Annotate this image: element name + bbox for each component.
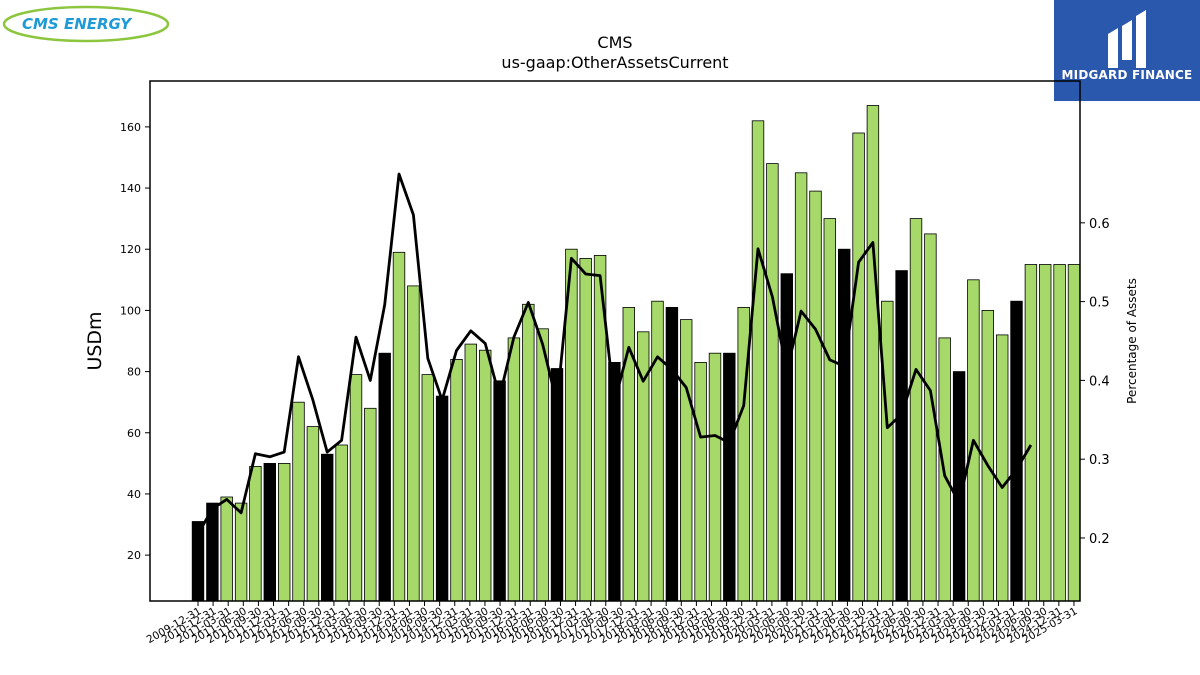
y-axis-label: USDm [84,311,106,370]
bar [780,273,794,602]
bar [680,319,693,602]
y-tick-label: 140 [120,182,141,195]
bar [708,352,722,602]
y2-axis-label: Percentage of Assets [1125,278,1139,404]
cms-energy-logo: CMS ENERGY [2,2,174,46]
y2-tick-label: 0.3 [1089,453,1110,468]
midgard-finance-logo-text: MIDGARD FINANCE [1061,68,1193,82]
plot-frame [149,80,1081,602]
bar [507,337,521,602]
bar [1039,264,1052,602]
bar [996,334,1009,602]
y2-axis: 0.2 0.3 0.4 0.5 0.6 [1080,217,1110,547]
bar [694,361,707,602]
bar [522,303,535,602]
bar [234,502,248,602]
bar [895,270,908,602]
bar [665,306,679,602]
bar [909,218,923,602]
y-tick-label: 80 [127,366,141,379]
bar [349,374,363,602]
bar [751,120,765,602]
y-tick-label: 160 [120,121,141,134]
bar [364,407,377,602]
bar [852,132,865,602]
y2-tick-label: 0.5 [1089,296,1110,311]
y2-tick-label: 0.4 [1089,374,1110,389]
y-tick-label: 120 [120,243,141,256]
bar [320,453,334,602]
line-path [196,172,1033,535]
bar [249,465,262,602]
bar [651,300,664,602]
bar [838,248,851,602]
y2-tick-label: 0.6 [1089,217,1110,232]
bar [421,374,435,602]
bar [809,190,822,602]
y-axis: 20 40 60 80 100 120 140 160 [120,121,150,562]
y2-tick-label: 0.2 [1089,532,1110,547]
y-tick-label: 60 [127,427,141,440]
y-tick-label: 100 [120,304,141,317]
bar [1053,264,1066,602]
bar [579,257,592,602]
bar [536,328,549,602]
bar-series [191,105,1081,602]
x-axis: 2009-12-312010-12-312011-03-312011-06-30… [145,601,1080,646]
bar [306,426,320,602]
bar [723,352,736,602]
y-tick-label: 40 [127,488,141,501]
bar [450,358,463,602]
cms-energy-logo-text: CMS ENERGY [22,15,133,33]
chart-title: CMS [597,33,632,52]
bar [378,352,391,602]
bar [277,462,291,602]
bar [335,444,348,602]
chart-subtitle: us-gaap:OtherAssetsCurrent [501,53,728,72]
bar [1010,300,1023,602]
bar [1024,264,1038,602]
bar [881,300,894,602]
bar [220,496,233,602]
bar [794,172,808,602]
bar [407,285,420,602]
bar [392,251,406,602]
bar [823,218,837,602]
logo-swoosh-icon [2,5,170,43]
bar [866,105,880,602]
bar [435,395,449,602]
midgard-mark-icon [1108,10,1146,68]
y-tick-label: 20 [127,549,141,562]
bar [1067,264,1081,602]
bar [766,163,779,602]
midgard-finance-logo: MIDGARD FINANCE [1054,0,1200,101]
bar [464,343,478,602]
bar [263,462,277,602]
line-series [196,172,1033,535]
bar [493,380,506,602]
bar [292,401,305,602]
bar [478,349,492,602]
